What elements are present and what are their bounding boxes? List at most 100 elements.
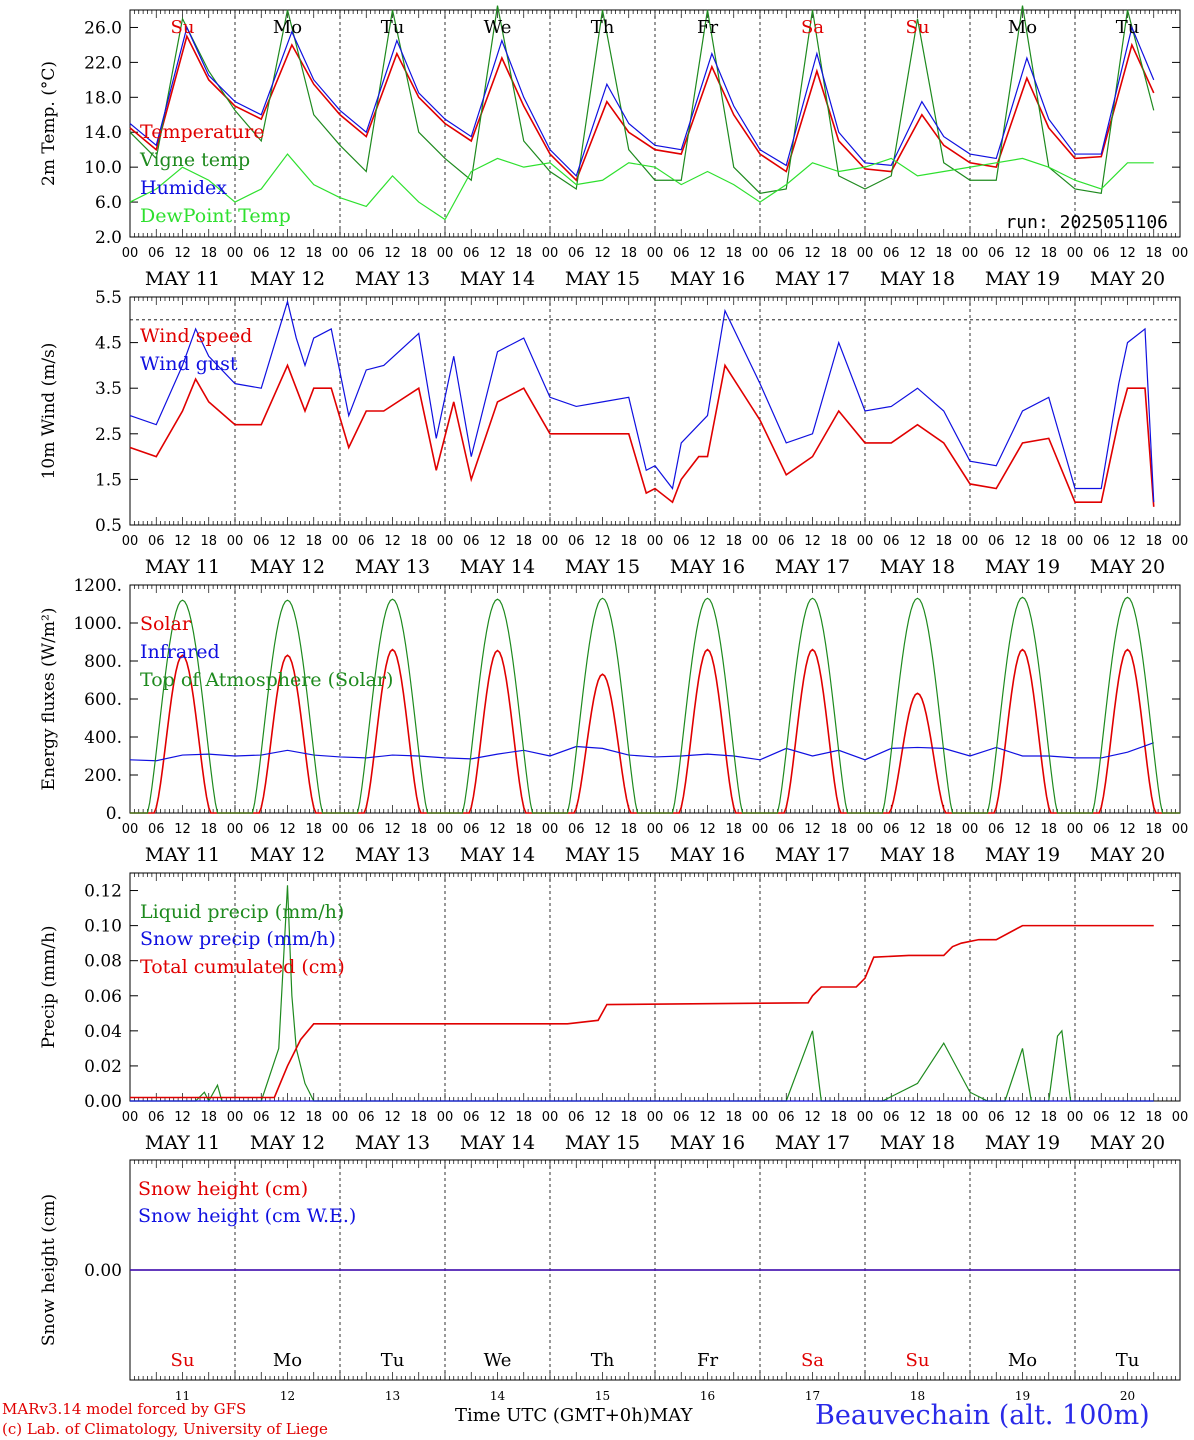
temperature-date-label: MAY 13 bbox=[355, 268, 430, 290]
temperature-hour-label: 18 bbox=[830, 246, 847, 261]
weekday-label-bottom: Mo bbox=[273, 1350, 302, 1371]
precip-hour-label: 06 bbox=[673, 1110, 690, 1125]
precip-hour-label: 06 bbox=[463, 1110, 480, 1125]
temperature-ytick-label: 26.0 bbox=[84, 18, 122, 38]
temperature-hour-label: 18 bbox=[410, 246, 427, 261]
wind-hour-label: 00 bbox=[1067, 534, 1084, 549]
temperature-hour-label: 00 bbox=[752, 246, 769, 261]
temperature-hour-label: 12 bbox=[489, 246, 506, 261]
legend-liquid-precip-mm-h: Liquid precip (mm/h) bbox=[140, 901, 344, 923]
energy-ytick-label: 600. bbox=[84, 690, 122, 710]
energy-ytick-label: 800. bbox=[84, 652, 122, 672]
weekday-label-bottom: Sa bbox=[801, 1350, 824, 1371]
temperature-ytick-label: 10.0 bbox=[84, 158, 122, 178]
wind-x-ticks bbox=[129, 297, 1181, 525]
day-number-label: 20 bbox=[1120, 1389, 1135, 1403]
energy-ytick-label: 1200. bbox=[73, 576, 122, 596]
day-number-label: 18 bbox=[910, 1389, 925, 1403]
humidex-line bbox=[129, 25, 1155, 177]
energy-date-label: MAY 17 bbox=[775, 844, 850, 866]
precip-hour-label: 12 bbox=[1014, 1110, 1031, 1125]
temperature-hour-label: 00 bbox=[1067, 246, 1084, 261]
precip-date-label: MAY 15 bbox=[565, 1132, 640, 1154]
energy-date-label: MAY 11 bbox=[145, 844, 220, 866]
energy-hour-label: 06 bbox=[988, 822, 1005, 837]
temperature-hour-label: 06 bbox=[148, 246, 165, 261]
legend-wind-gust: Wind gust bbox=[140, 353, 238, 375]
energy-hour-label: 18 bbox=[935, 822, 952, 837]
energy-hour-label: 00 bbox=[122, 822, 139, 837]
precip-hour-label: 18 bbox=[200, 1110, 217, 1125]
precip-hour-label: 00 bbox=[1067, 1110, 1084, 1125]
temperature-date-label: MAY 20 bbox=[1090, 268, 1165, 290]
precip-hour-label: 12 bbox=[489, 1110, 506, 1125]
legend-top-of-atmosphere-solar: Top of Atmosphere (Solar) bbox=[140, 669, 393, 691]
legend-snow-precip-mm-h: Snow precip (mm/h) bbox=[140, 928, 336, 950]
precip-date-label: MAY 18 bbox=[880, 1132, 955, 1154]
wind-hour-label: 00 bbox=[332, 534, 349, 549]
energy-hour-label: 06 bbox=[463, 822, 480, 837]
day-number-label: 17 bbox=[805, 1389, 820, 1403]
energy-hour-label: 00 bbox=[962, 822, 979, 837]
precip-hour-label: 18 bbox=[1040, 1110, 1057, 1125]
legend-snow-height-cm: Snow height (cm) bbox=[138, 1178, 308, 1200]
temperature-hour-label: 12 bbox=[174, 246, 191, 261]
wind-date-label: MAY 19 bbox=[985, 556, 1060, 578]
temperature-hour-label: 18 bbox=[935, 246, 952, 261]
temperature-hour-label: 06 bbox=[673, 246, 690, 261]
energy-hour-label: 18 bbox=[200, 822, 217, 837]
wind-ytick-label: 1.5 bbox=[95, 470, 122, 490]
precip-ytick-label: 0.08 bbox=[84, 952, 122, 972]
wind-hour-label: 06 bbox=[673, 534, 690, 549]
model-credit: MARv3.14 model forced by GFS bbox=[2, 1400, 247, 1418]
wind-ytick-label: 3.5 bbox=[95, 379, 122, 399]
wind-hour-label: 18 bbox=[515, 534, 532, 549]
precip-hour-label: 18 bbox=[515, 1110, 532, 1125]
snow-x-ticks bbox=[129, 1160, 1181, 1380]
energy-hour-label: 12 bbox=[594, 822, 611, 837]
wind-hour-label: 12 bbox=[489, 534, 506, 549]
precip-hour-label: 00 bbox=[962, 1110, 979, 1125]
temperature-hour-label: 12 bbox=[804, 246, 821, 261]
wind-hour-label: 06 bbox=[463, 534, 480, 549]
wind-date-label: MAY 16 bbox=[670, 556, 745, 578]
precip-hour-label: 18 bbox=[620, 1110, 637, 1125]
legend-dewpoint-temp: DewPoint Temp bbox=[140, 205, 291, 227]
precip-hour-label: 18 bbox=[410, 1110, 427, 1125]
temperature-hour-label: 12 bbox=[594, 246, 611, 261]
wind-hour-label: 00 bbox=[227, 534, 244, 549]
wind-hour-label: 18 bbox=[200, 534, 217, 549]
weekday-label-top: Su bbox=[171, 17, 195, 38]
temperature-date-label: MAY 18 bbox=[880, 268, 955, 290]
wind-hour-label: 06 bbox=[1093, 534, 1110, 549]
legend-humidex: Humidex bbox=[140, 177, 227, 199]
wind-hour-label: 06 bbox=[883, 534, 900, 549]
temperature-hour-label: 00 bbox=[962, 246, 979, 261]
precip-date-label: MAY 17 bbox=[775, 1132, 850, 1154]
precip-hour-label: 12 bbox=[699, 1110, 716, 1125]
wind-hour-label: 18 bbox=[935, 534, 952, 549]
energy-hour-label: 06 bbox=[1093, 822, 1110, 837]
precip-hour-label: 06 bbox=[568, 1110, 585, 1125]
precip-hour-label: 06 bbox=[1093, 1110, 1110, 1125]
precip-hour-label: 00 bbox=[227, 1110, 244, 1125]
temperature-hour-label: 06 bbox=[253, 246, 270, 261]
energy-hour-label: 12 bbox=[804, 822, 821, 837]
precip-hour-label: 06 bbox=[883, 1110, 900, 1125]
station-name: Beauvechain (alt. 100m) bbox=[815, 1400, 1150, 1431]
temperature-hour-label: 00 bbox=[857, 246, 874, 261]
day-number-label: 19 bbox=[1015, 1389, 1030, 1403]
snow-y-axis-label: Snow height (cm) bbox=[39, 1194, 59, 1346]
wind-hour-label: 06 bbox=[778, 534, 795, 549]
wind-ytick-label: 2.5 bbox=[95, 425, 122, 445]
energy-hour-label: 00 bbox=[647, 822, 664, 837]
temperature-hour-label: 12 bbox=[384, 246, 401, 261]
precip-ytick-label: 0.12 bbox=[84, 882, 122, 902]
temperature-hour-label: 12 bbox=[1014, 246, 1031, 261]
energy-date-label: MAY 18 bbox=[880, 844, 955, 866]
energy-hour-label: 12 bbox=[1014, 822, 1031, 837]
energy-hour-label: 18 bbox=[410, 822, 427, 837]
wind-ytick-label: 0.5 bbox=[95, 516, 122, 536]
energy-ytick-label: 200. bbox=[84, 766, 122, 786]
day-number-label: 16 bbox=[700, 1389, 715, 1403]
